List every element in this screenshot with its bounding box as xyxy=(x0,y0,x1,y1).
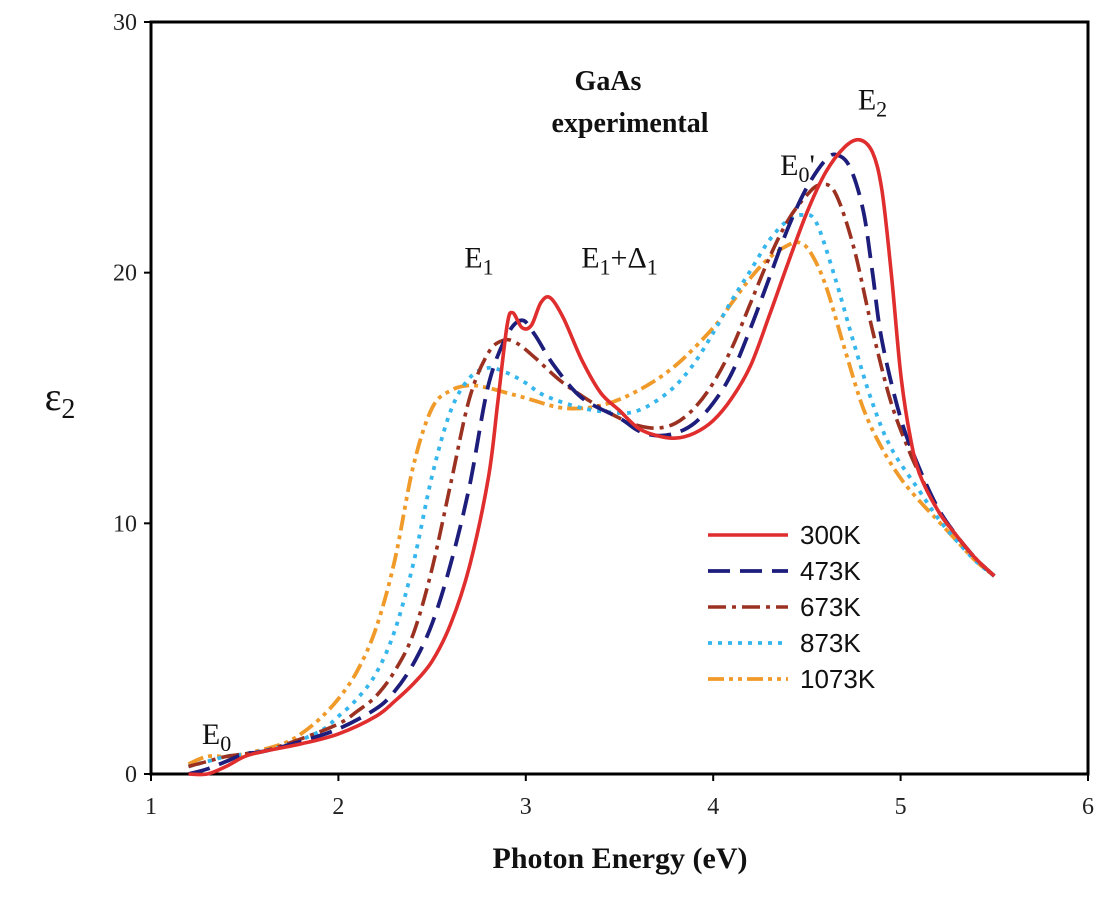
x-tick-label: 3 xyxy=(520,794,532,820)
y-tick-label: 0 xyxy=(125,762,137,788)
peak-annotations: E0 E1 E1+Δ1 E0' E2 xyxy=(202,84,887,756)
annotation-e0: E0 xyxy=(202,718,231,756)
annotation-e1d1: E1+Δ1 xyxy=(581,242,658,280)
sample-title: GaAs xyxy=(575,66,642,97)
sample-subtitle: experimental xyxy=(551,108,708,139)
y-tick-label: 30 xyxy=(113,10,137,36)
legend: 300K 473K 673K 873K 1073K xyxy=(708,520,876,694)
series-line-300K xyxy=(188,137,996,777)
y-axis-title: ε2 xyxy=(45,374,76,425)
x-tick-label: 2 xyxy=(332,794,344,820)
x-tick-label: 6 xyxy=(1082,794,1094,820)
axis-ticks: 1 2 3 4 5 6 0 10 20 30 xyxy=(113,10,1094,820)
series-group xyxy=(187,137,996,777)
series-line-673K xyxy=(187,182,996,769)
y-tick-label: 10 xyxy=(113,511,137,537)
series-line-873K xyxy=(187,212,996,769)
annotation-e1: E1 xyxy=(464,242,493,280)
x-tick-label: 5 xyxy=(895,794,907,820)
legend-label-300K: 300K xyxy=(800,520,861,550)
x-tick-label: 1 xyxy=(145,794,157,820)
annotation-e0p: E0' xyxy=(780,149,815,187)
x-axis-title: Photon Energy (eV) xyxy=(493,842,748,875)
legend-label-873K: 873K xyxy=(800,628,861,658)
series-line-1073K xyxy=(187,240,996,766)
annotation-e2: E2 xyxy=(858,84,887,122)
series-line-473K xyxy=(188,152,996,776)
plot-frame xyxy=(149,20,1090,776)
legend-label-473K: 473K xyxy=(800,556,861,586)
legend-label-1073K: 1073K xyxy=(800,664,876,694)
legend-label-673K: 673K xyxy=(800,592,861,622)
x-tick-label: 4 xyxy=(707,794,719,820)
y-tick-label: 20 xyxy=(113,261,137,287)
